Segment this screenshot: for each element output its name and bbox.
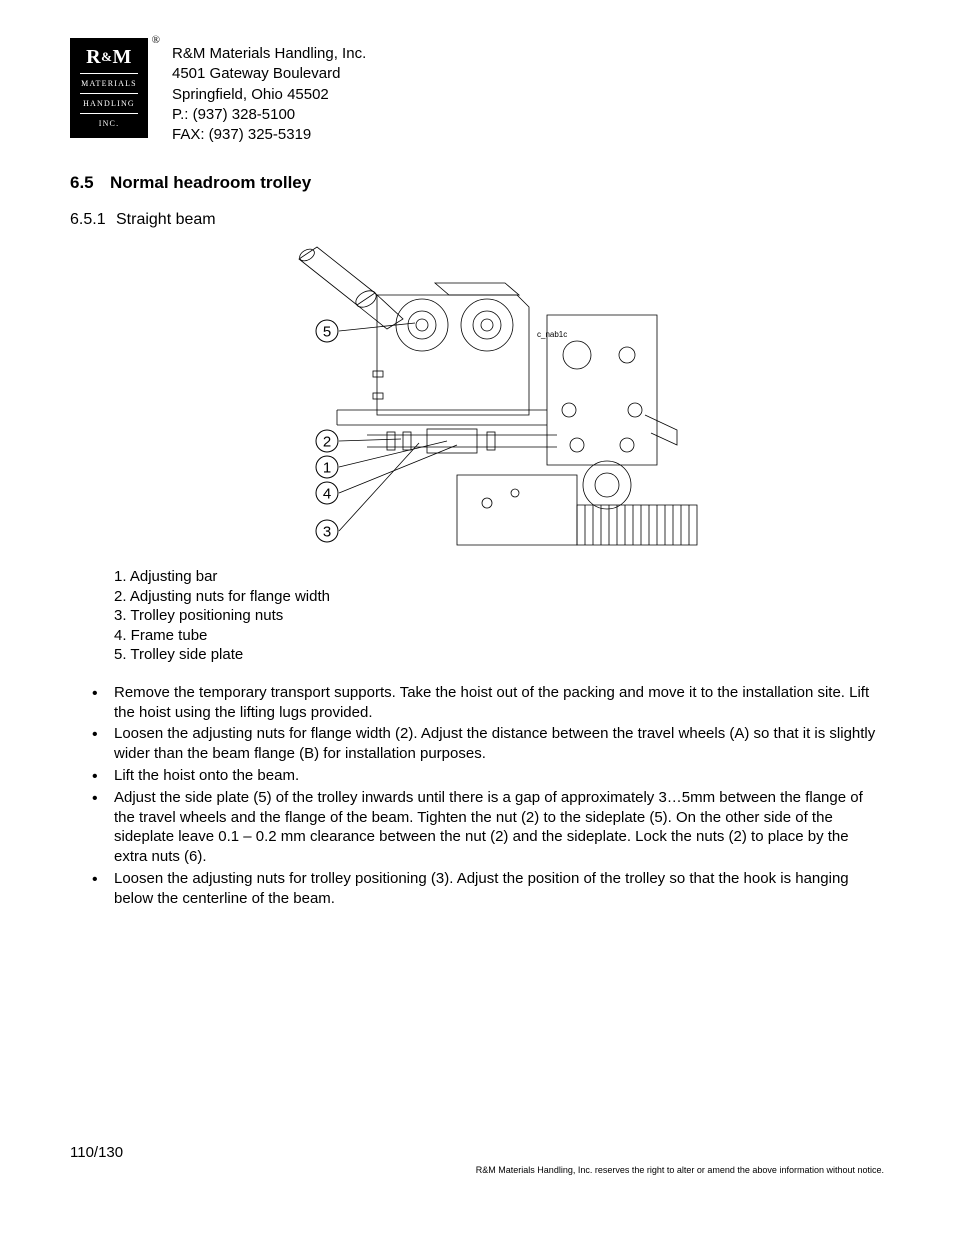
logo-sub-3: INC. xyxy=(76,117,142,130)
page-header: ® R&M MATERIALS HANDLING INC. R&M Materi… xyxy=(70,38,884,145)
company-name: R&M Materials Handling, Inc. xyxy=(172,44,366,64)
callout-4: 4 xyxy=(316,482,338,504)
registered-mark: ® xyxy=(152,34,160,46)
instructions: Remove the temporary transport supports.… xyxy=(70,683,884,909)
svg-text:5: 5 xyxy=(323,324,331,341)
company-addr2: Springfield, Ohio 45502 xyxy=(172,85,366,105)
part-item: 1. Adjusting bar xyxy=(114,567,884,587)
svg-text:2: 2 xyxy=(323,434,331,451)
section-heading: 6.5Normal headroom trolley xyxy=(70,173,884,193)
company-logo: ® R&M MATERIALS HANDLING INC. xyxy=(70,38,148,138)
company-addr1: 4501 Gateway Boulevard xyxy=(172,64,366,84)
part-item: 3. Trolley positioning nuts xyxy=(114,606,884,626)
footer-disclaimer: R&M Materials Handling, Inc. reserves th… xyxy=(70,1165,884,1175)
subsection-heading: 6.5.1Straight beam xyxy=(70,211,884,229)
diagram-ref: c_nab1c xyxy=(537,330,567,339)
part-item: 5. Trolley side plate xyxy=(114,645,884,665)
instruction-item: Loosen the adjusting nuts for flange wid… xyxy=(92,724,884,764)
instruction-item: Loosen the adjusting nuts for trolley po… xyxy=(92,869,884,909)
logo-sub-2: HANDLING xyxy=(76,97,142,110)
part-item: 4. Frame tube xyxy=(114,626,884,646)
page-footer: 110/130 R&M Materials Handling, Inc. res… xyxy=(70,1144,884,1175)
parts-list: 1. Adjusting bar 2. Adjusting nuts for f… xyxy=(114,567,884,665)
company-fax: FAX: (937) 325-5319 xyxy=(172,125,366,145)
trolley-diagram: c_nab1c 5 2 1 4 3 xyxy=(70,235,884,555)
callout-1: 1 xyxy=(316,456,338,478)
callout-2: 2 xyxy=(316,430,338,452)
callout-5: 5 xyxy=(316,320,338,342)
page: ® R&M MATERIALS HANDLING INC. R&M Materi… xyxy=(0,0,954,1235)
section-number: 6.5 xyxy=(70,173,110,193)
svg-text:3: 3 xyxy=(323,524,331,541)
logo-main-text: R&M xyxy=(76,46,142,69)
section-title: Normal headroom trolley xyxy=(110,173,311,192)
company-phone: P.: (937) 328-5100 xyxy=(172,105,366,125)
callout-3: 3 xyxy=(316,520,338,542)
subsection-title: Straight beam xyxy=(116,211,216,228)
subsection-number: 6.5.1 xyxy=(70,211,116,229)
svg-text:4: 4 xyxy=(323,486,331,503)
instruction-item: Adjust the side plate (5) of the trolley… xyxy=(92,788,884,867)
part-item: 2. Adjusting nuts for flange width xyxy=(114,587,884,607)
page-number: 110/130 xyxy=(70,1144,884,1161)
company-info: R&M Materials Handling, Inc. 4501 Gatewa… xyxy=(172,38,366,145)
svg-text:1: 1 xyxy=(323,460,331,477)
instruction-item: Remove the temporary transport supports.… xyxy=(92,683,884,723)
instruction-item: Lift the hoist onto the beam. xyxy=(92,766,884,786)
logo-sub-1: MATERIALS xyxy=(76,77,142,90)
